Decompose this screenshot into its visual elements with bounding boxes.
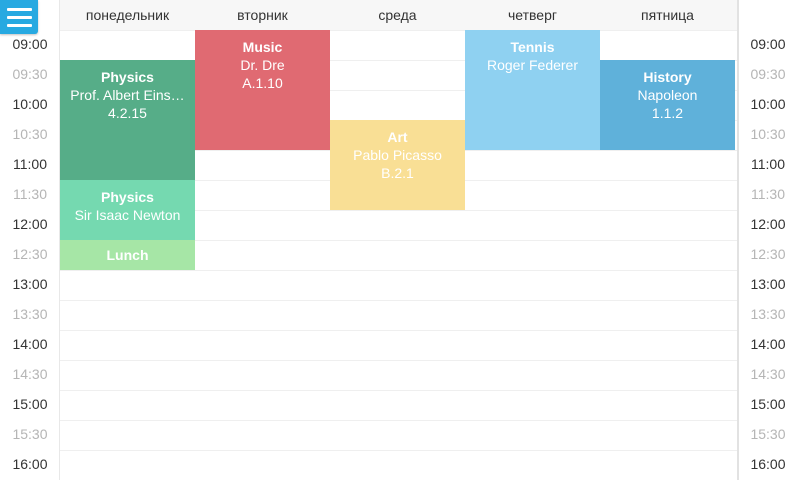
time-label: 09:30 <box>750 66 786 82</box>
time-label: 12:30 <box>750 246 786 262</box>
grid-line <box>60 210 737 211</box>
event-teacher: Pablo Picasso <box>353 147 442 163</box>
grid-line <box>60 360 737 361</box>
event-title: Tennis <box>510 39 555 55</box>
time-label: 09:00 <box>750 36 786 52</box>
time-label: 13:30 <box>750 306 786 322</box>
time-label: 11:30 <box>751 186 785 202</box>
event-title: Physics <box>101 69 154 85</box>
time-label: 16:00 <box>750 456 786 472</box>
day-label-monday: понедельник <box>85 7 170 23</box>
time-label: 11:00 <box>13 156 47 172</box>
grid-line <box>60 90 737 91</box>
hamburger-menu-icon <box>7 16 32 19</box>
event-physics-einstein[interactable]: Physics Prof. Albert Eins… 4.2.15 <box>60 60 195 180</box>
time-label: 09:30 <box>12 66 48 82</box>
grid-line <box>60 270 737 271</box>
time-label: 15:30 <box>12 426 48 442</box>
day-label-tuesday: вторник <box>237 7 288 23</box>
event-room: 4.2.15 <box>108 105 147 121</box>
time-label: 14:30 <box>12 366 48 382</box>
event-art[interactable]: Art Pablo Picasso B.2.1 <box>330 120 465 210</box>
time-label: 10:00 <box>12 96 48 112</box>
time-column-right <box>737 0 800 480</box>
event-title: Art <box>387 129 408 145</box>
time-label: 12:30 <box>12 246 48 262</box>
time-column-left <box>0 0 59 480</box>
time-label: 10:30 <box>12 126 48 142</box>
time-label: 15:00 <box>12 396 48 412</box>
day-header <box>60 0 737 30</box>
time-label: 10:00 <box>750 96 786 112</box>
event-teacher: Roger Federer <box>486 57 579 73</box>
grid-line <box>60 60 737 61</box>
time-label: 10:30 <box>750 126 786 142</box>
grid-line <box>60 240 737 241</box>
grid-line <box>60 300 737 301</box>
event-title: Lunch <box>106 247 149 263</box>
event-room: 1.1.2 <box>651 105 684 121</box>
time-label: 13:00 <box>750 276 786 292</box>
event-room: B.2.1 <box>381 165 414 181</box>
grid-line <box>60 30 737 31</box>
hamburger-menu-icon <box>7 8 32 11</box>
event-teacher: Napoleon <box>637 87 698 103</box>
time-label: 14:00 <box>750 336 786 352</box>
day-label-friday: пятница <box>641 7 694 23</box>
event-music[interactable]: Music Dr. Dre A.1.10 <box>195 30 330 150</box>
time-label: 13:30 <box>12 306 48 322</box>
event-lunch[interactable]: Lunch <box>60 240 195 270</box>
time-label: 14:30 <box>750 366 786 382</box>
schedule-grid[interactable] <box>59 0 737 480</box>
event-tennis[interactable]: Tennis Roger Federer <box>465 30 600 150</box>
time-label: 12:00 <box>12 216 48 232</box>
time-label: 15:30 <box>750 426 786 442</box>
day-label-wednesday: среда <box>378 7 417 23</box>
time-label: 15:00 <box>750 396 786 412</box>
grid-line <box>60 390 737 391</box>
event-teacher: Prof. Albert Eins… <box>70 87 185 103</box>
grid-line <box>60 450 737 451</box>
hamburger-menu-icon <box>7 24 32 27</box>
time-label: 16:00 <box>12 456 48 472</box>
menu-button[interactable] <box>0 0 38 34</box>
event-room: A.1.10 <box>242 75 283 91</box>
day-label-thursday: четверг <box>508 7 557 23</box>
event-title: History <box>643 69 692 85</box>
time-label: 09:00 <box>12 36 48 52</box>
event-teacher: Dr. Dre <box>240 57 285 73</box>
time-label: 14:00 <box>12 336 48 352</box>
grid-line <box>60 330 737 331</box>
time-label: 11:30 <box>13 186 47 202</box>
event-physics-newton[interactable]: Physics Sir Isaac Newton <box>60 180 195 240</box>
time-label: 12:00 <box>750 216 786 232</box>
event-history[interactable]: History Napoleon 1.1.2 <box>600 60 735 150</box>
event-teacher: Sir Isaac Newton <box>74 207 181 223</box>
grid-line <box>60 420 737 421</box>
event-title: Music <box>242 39 283 55</box>
time-label: 13:00 <box>12 276 48 292</box>
time-label: 11:00 <box>751 156 785 172</box>
event-title: Physics <box>101 189 154 205</box>
